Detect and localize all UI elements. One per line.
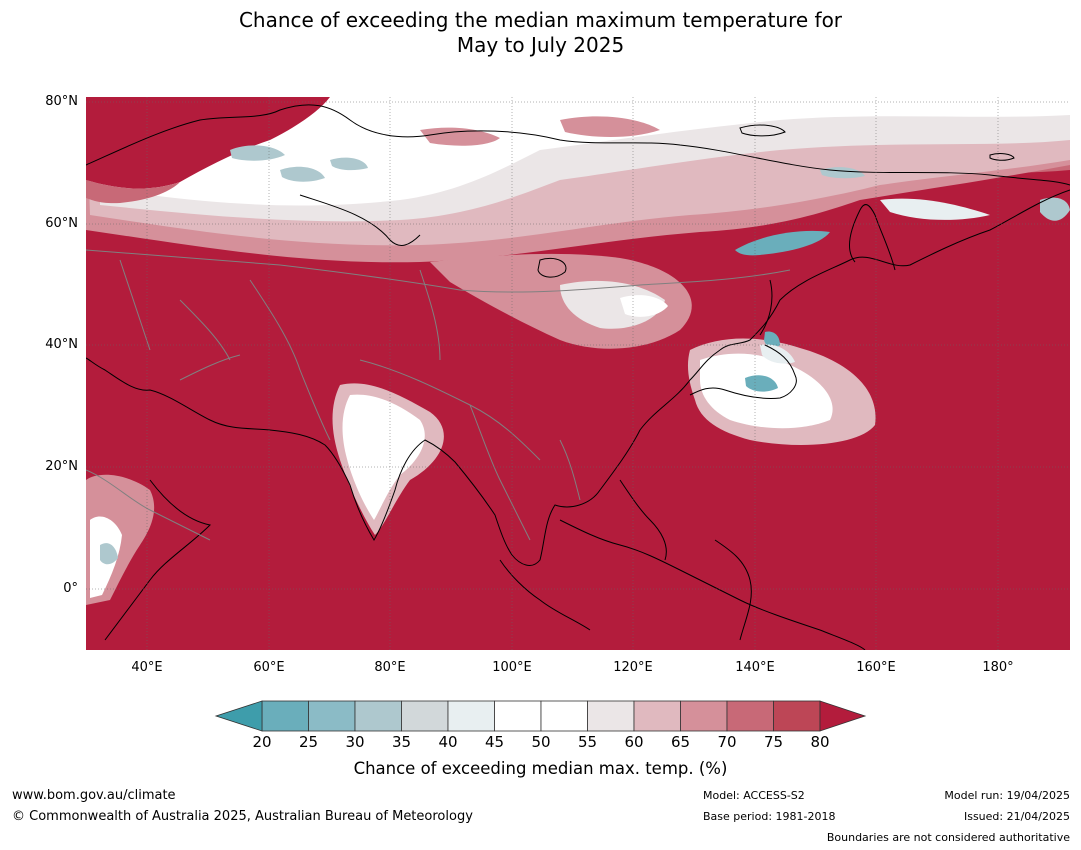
colorbar-high-extension [819, 700, 867, 732]
graticule [86, 97, 1070, 650]
coastlines [86, 104, 1070, 650]
lon-label-60e: 60°E [253, 660, 285, 675]
issued-date: Issued: 21/04/2025 [963, 810, 1070, 823]
colorbar-cell [773, 700, 821, 732]
colorbar-cell [540, 700, 588, 732]
colorbar-tick-label: 25 [298, 733, 319, 751]
colorbar-tick-label: 60 [624, 733, 644, 751]
lon-label-40e: 40°E [131, 660, 163, 675]
lon-label-140e: 140°E [735, 660, 775, 675]
shade-scandinavia-70 [86, 180, 180, 204]
shade-eastern-siberia-light [880, 198, 990, 220]
colorbar-tick-label: 45 [484, 733, 505, 751]
title-line-1: Chance of exceeding the median maximum t… [238, 8, 843, 32]
model-run-date: Model run: 19/04/2025 [944, 789, 1070, 802]
colorbar-cell [726, 700, 774, 732]
shade-japan-light-blue [760, 344, 795, 364]
copyright-text: © Commonwealth of Australia 2025, Austra… [12, 809, 473, 824]
shade-mongolia-white [620, 295, 668, 317]
colorbar-cell [447, 700, 495, 732]
colorbar-cell [494, 700, 542, 732]
colorbar-tick-label: 65 [670, 733, 691, 751]
lon-label-180: 180° [982, 660, 1014, 675]
lon-label-120e: 120°E [613, 660, 653, 675]
shade-arctic-red-patches [420, 116, 660, 146]
colorbar-tick-label: 80 [810, 733, 830, 751]
colorbar-label: Chance of exceeding median max. temp. (%… [353, 759, 728, 778]
colorbar-cell [261, 700, 309, 732]
lon-label-100e: 100°E [492, 660, 532, 675]
shade-east-africa-blue [100, 543, 118, 565]
colorbar-tick-label: 50 [531, 733, 551, 751]
colorbar-tick-label: 35 [391, 733, 412, 751]
colorbar [214, 700, 867, 732]
lon-label-160e: 160°E [856, 660, 896, 675]
colorbar-tick-label: 55 [577, 733, 598, 751]
colorbar-tick-label: 75 [763, 733, 784, 751]
forecast-map [86, 97, 1070, 650]
colorbar-tick-label: 70 [717, 733, 737, 751]
colorbar-cell [587, 700, 635, 732]
shade-india-white [342, 394, 425, 520]
map-title: Chance of exceeding the median maximum t… [0, 8, 1081, 58]
shade-northern-band-white [150, 97, 1070, 206]
base-period: Base period: 1981-2018 [703, 810, 836, 823]
colorbar-cell [354, 700, 402, 732]
lon-label-80e: 80°E [374, 660, 406, 675]
colorbar-tick-label: 30 [345, 733, 365, 751]
lat-label-80n: 80°N [45, 94, 78, 109]
lat-label-60n: 60°N [45, 216, 78, 231]
lat-label-0: 0° [63, 581, 78, 596]
colorbar-low-extension [214, 700, 263, 732]
colorbar-tick-label: 20 [252, 733, 272, 751]
colorbar-cell [401, 700, 449, 732]
title-line-2: May to July 2025 [456, 33, 625, 57]
shade-sea-of-okhotsk-blue [735, 230, 830, 256]
lat-label-40n: 40°N [45, 337, 78, 352]
bom-url[interactable]: www.bom.gov.au/climate [12, 788, 176, 803]
country-boundaries [86, 249, 791, 541]
shade-scandinavia-high [86, 97, 330, 189]
colorbar-cell [680, 700, 728, 732]
colorbar-tick-label: 40 [438, 733, 458, 751]
shade-mongolia-55 [560, 280, 665, 329]
colorbar-cell [633, 700, 681, 732]
colorbar-cell [308, 700, 356, 732]
boundaries-disclaimer: Boundaries are not considered authoritat… [826, 831, 1070, 844]
lat-label-20n: 20°N [45, 459, 78, 474]
model-name: Model: ACCESS-S2 [703, 789, 805, 802]
